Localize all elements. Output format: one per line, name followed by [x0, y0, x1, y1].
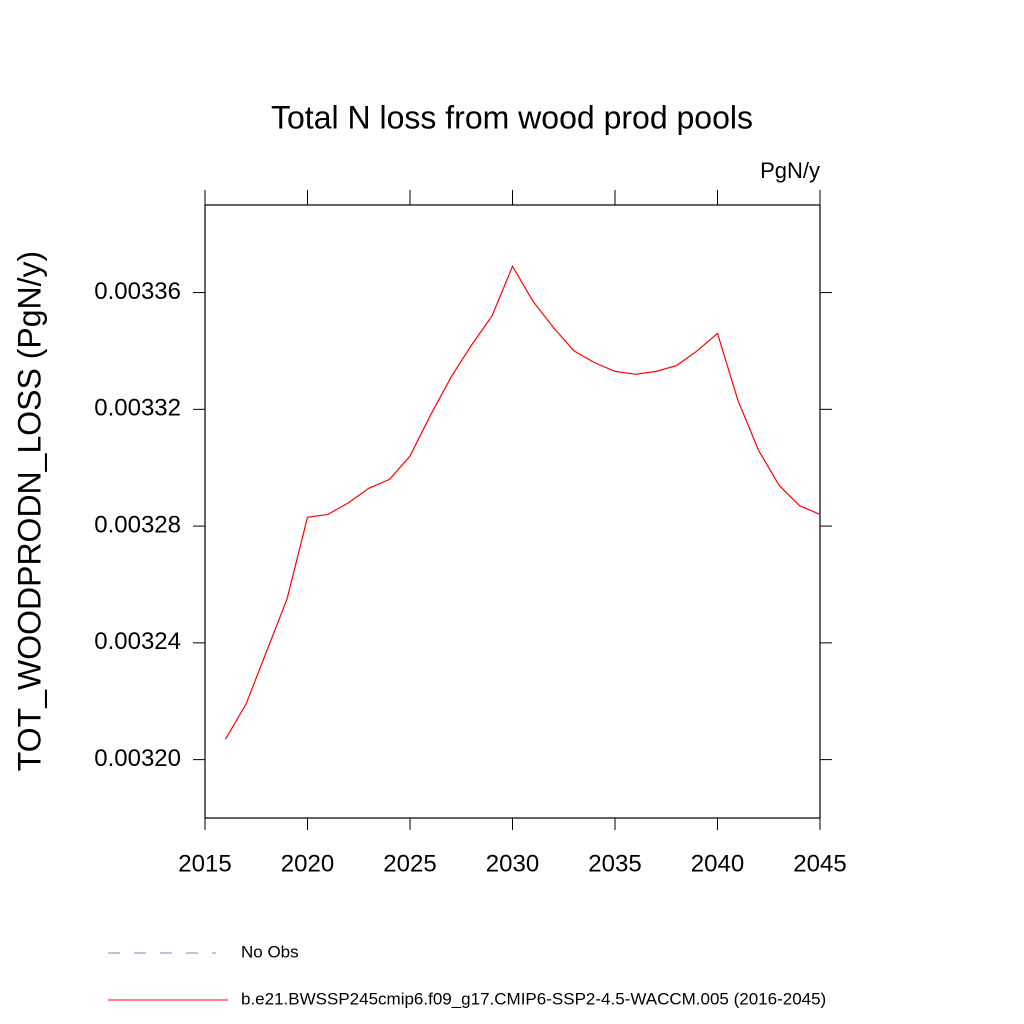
x-tick-label: 2025 — [383, 850, 436, 877]
legend-label: No Obs — [241, 942, 299, 961]
units-label: PgN/y — [760, 158, 820, 183]
x-tick-label: 2045 — [793, 850, 846, 877]
chart-title: Total N loss from wood prod pools — [271, 99, 753, 135]
x-tick-label: 2040 — [691, 850, 744, 877]
plot-frame — [204, 204, 821, 819]
x-tick-label: 2035 — [588, 850, 641, 877]
legend-label: b.e21.BWSSP245cmip6.f09_g17.CMIP6-SSP2-4… — [241, 989, 826, 1008]
y-tick-label: 0.00320 — [94, 745, 181, 772]
y-tick-label: 0.00336 — [94, 278, 181, 305]
x-tick-label: 2030 — [486, 850, 539, 877]
x-tick-label: 2020 — [281, 850, 334, 877]
y-axis-label: TOT_WOODPRODN_LOSS (PgN/y) — [11, 251, 47, 771]
y-tick-label: 0.00324 — [94, 628, 181, 655]
y-tick-label: 0.00332 — [94, 395, 181, 422]
x-tick-label: 2015 — [178, 850, 231, 877]
y-tick-label: 0.00328 — [94, 511, 181, 538]
data-line — [224, 264, 821, 740]
